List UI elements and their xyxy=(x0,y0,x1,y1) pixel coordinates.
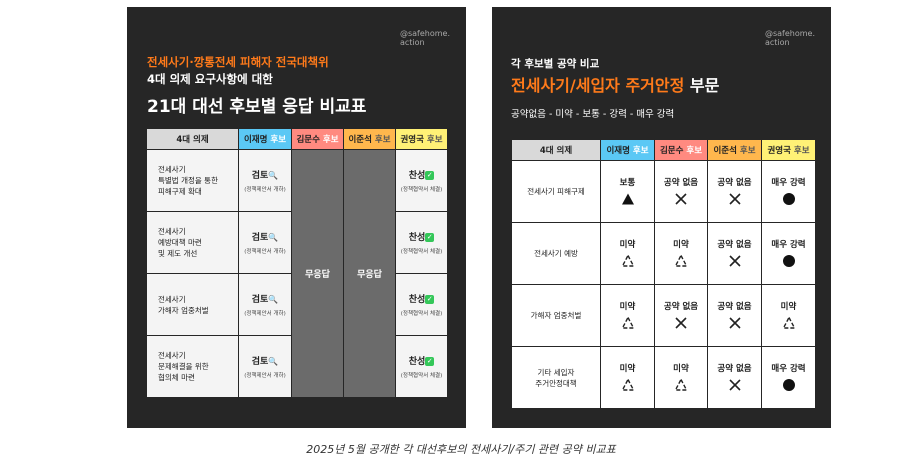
table-row: 전세사기 문제해결을 위한 협의체 마련 검토🔍 (정책제안서 개하) 찬성 ✓ (정책협… xyxy=(146,335,448,398)
table-row: 전세사기 예방대책 마련 및 제도 개선 검토🔍 (정책제안서 개하) 찬성 ✓ (정책협… xyxy=(146,211,448,274)
card2-title-main: 전세사기/세입자 주거안정 부문 xyxy=(511,76,720,95)
recycle-triangle-icon xyxy=(674,377,688,391)
recycle-triangle-icon xyxy=(781,315,796,329)
table-row: 가해자 엄중처벌 미약 공약 없음 공약 없음 미약 xyxy=(511,284,816,347)
pledge-comparison-card: @safehome. action 각 후보별 공약 비교 전세사기/세입자 주… xyxy=(492,7,831,428)
lee-cell: 검토🔍 (정책제안서 개하) xyxy=(238,211,292,274)
issue-cell: 전세사기 예방 xyxy=(511,222,601,285)
check-icon: ✓ xyxy=(425,295,435,304)
kwon-cell: 찬성 ✓ (정책협약서 체결) xyxy=(395,211,448,274)
brand-line2: action xyxy=(399,38,425,47)
table-header-row: 4대 의제 이재명 후보 김문수 후보 이준석 후보 권영국 후보 xyxy=(511,139,816,161)
brand-watermark: @safehome. action xyxy=(400,29,450,47)
kim-pledge-cell: 공약 없음 xyxy=(654,284,708,347)
recycle-triangle-icon xyxy=(620,253,635,267)
header-lee: 이재명 후보 xyxy=(238,128,292,150)
cross-icon xyxy=(728,317,741,329)
filled-circle-icon xyxy=(782,193,795,205)
kim-pledge-cell: 미약 xyxy=(654,346,708,409)
recycle-triangle-icon xyxy=(620,377,635,391)
magnifier-icon: 🔍 xyxy=(268,171,279,180)
cross-icon xyxy=(728,193,741,205)
kwon-pledge-cell: 매우 강력 xyxy=(761,346,816,409)
kim-pledge-cell: 미약 xyxy=(654,222,708,285)
recycle-triangle-icon xyxy=(674,253,688,267)
table-row: 전세사기 피해구제 보통 공약 없음 공약 없음 매우 강력 xyxy=(511,160,816,223)
table-row: 기타 세입자 주거안정대책 미약 미약 공약 없음 매우 강력 xyxy=(511,346,816,409)
issue-cell: 기타 세입자 주거안정대책 xyxy=(511,346,601,409)
filled-circle-icon xyxy=(782,255,795,267)
header-issue: 4대 의제 xyxy=(146,128,239,150)
ljs-pledge-cell: 공약 없음 xyxy=(707,284,762,347)
issue-cell: 전세사기 예방대책 마련 및 제도 개선 xyxy=(146,211,239,274)
kwon-cell: 찬성 ✓ (정책협약서 체결) xyxy=(395,273,448,336)
ljs-pledge-cell: 공약 없음 xyxy=(707,160,762,223)
header-kwon: 권영국 후보 xyxy=(761,139,816,161)
card2-title-line1: 각 후보별 공약 비교 xyxy=(511,58,600,70)
ljs-pledge-cell: 공약 없음 xyxy=(707,346,762,409)
check-icon: ✓ xyxy=(425,171,435,180)
kim-pledge-cell: 공약 없음 xyxy=(654,160,708,223)
table-row: 전세사기 특별법 개정을 통한 피해구제 확대 검토🔍 (정책제안서 개하) 무응답 … xyxy=(146,149,448,398)
cross-icon xyxy=(728,379,741,391)
magnifier-icon: 🔍 xyxy=(268,357,279,366)
response-comparison-card: @safehome. action 전세사기·깡통전세 피해자 전국대책위 4대… xyxy=(127,7,466,428)
lee-cell: 검토🔍 (정책제안서 개하) xyxy=(238,149,292,212)
kwon-cell: 찬성 ✓ (정책협약서 체결) xyxy=(395,149,448,212)
header-ljs: 이준석 후보 xyxy=(707,139,762,161)
card2-legend: 공약없음 - 미약 - 보통 - 강력 - 매우 강력 xyxy=(511,109,675,120)
issue-cell: 가해자 엄중처벌 xyxy=(511,284,601,347)
issue-cell: 전세사기 피해구제 xyxy=(511,160,601,223)
header-kim: 김문수 후보 xyxy=(654,139,708,161)
magnifier-icon: 🔍 xyxy=(268,295,279,304)
check-icon: ✓ xyxy=(425,357,435,366)
brand-line1: @safehome. xyxy=(764,29,815,38)
header-kwon: 권영국 후보 xyxy=(395,128,448,150)
brand-line2: action xyxy=(764,38,790,47)
ljs-pledge-cell: 공약 없음 xyxy=(707,222,762,285)
recycle-triangle-icon xyxy=(620,315,635,329)
response-table: 4대 의제 이재명 후보 김문수 후보 이준석 후보 권영국 후보 전세사기 특별… xyxy=(146,128,448,398)
lee-pledge-cell: 미약 xyxy=(600,222,655,285)
table-header-row: 4대 의제 이재명 후보 김문수 후보 이준석 후보 권영국 후보 xyxy=(146,128,448,150)
issue-cell: 전세사기 가해자 엄중처벌 xyxy=(146,273,239,336)
header-lee: 이재명 후보 xyxy=(600,139,655,161)
lee-pledge-cell: 보통 xyxy=(600,160,655,223)
lee-cell: 검토🔍 (정책제안서 개하) xyxy=(238,273,292,336)
cross-icon xyxy=(728,255,741,267)
lee-pledge-cell: 미약 xyxy=(600,346,655,409)
card1-title-line1: 전세사기·깡통전세 피해자 전국대책위 xyxy=(147,55,329,69)
card1-title-main: 21대 대선 후보별 응답 비교표 xyxy=(147,97,367,117)
kim-no-response: 무응답 xyxy=(291,149,344,398)
brand-watermark: @safehome. action xyxy=(765,29,815,47)
issue-cell: 전세사기 특별법 개정을 통한 피해구제 확대 xyxy=(146,149,239,212)
filled-circle-icon xyxy=(782,379,795,391)
header-issue: 4대 의제 xyxy=(511,139,601,161)
header-ljs: 이준석 후보 xyxy=(343,128,396,150)
header-kim: 김문수 후보 xyxy=(291,128,344,150)
lee-pledge-cell: 미약 xyxy=(600,284,655,347)
table-row: 전세사기 가해자 엄중처벌 검토🔍 (정책제안서 개하) 찬성 ✓ (정책협약서 체결) xyxy=(146,273,448,336)
cross-icon xyxy=(675,317,687,329)
figure-caption: 2025년 5월 공개한 각 대선후보의 전세사기/주기 관련 공약 비교표 xyxy=(306,443,616,456)
cross-icon xyxy=(675,193,687,205)
magnifier-icon: 🔍 xyxy=(268,233,279,242)
kwon-pledge-cell: 매우 강력 xyxy=(761,160,816,223)
brand-line1: @safehome. xyxy=(399,29,450,38)
card1-title-line2: 4대 의제 요구사항에 대한 xyxy=(147,72,273,86)
issue-cell: 전세사기 문제해결을 위한 협의체 마련 xyxy=(146,335,239,398)
check-icon: ✓ xyxy=(425,233,435,242)
kwon-pledge-cell: 매우 강력 xyxy=(761,222,816,285)
kwon-cell: 찬성 ✓ (정책협약서 체결) xyxy=(395,335,448,398)
filled-triangle-icon xyxy=(621,193,634,205)
kwon-pledge-cell: 미약 xyxy=(761,284,816,347)
table-row: 전세사기 예방 미약 미약 공약 없음 매우 강력 xyxy=(511,222,816,285)
lee-cell: 검토🔍 (정책제안서 개하) xyxy=(238,335,292,398)
ljs-no-response: 무응답 xyxy=(343,149,396,398)
pledge-table: 4대 의제 이재명 후보 김문수 후보 이준석 후보 권영국 후보 전세사기 피… xyxy=(511,139,816,409)
